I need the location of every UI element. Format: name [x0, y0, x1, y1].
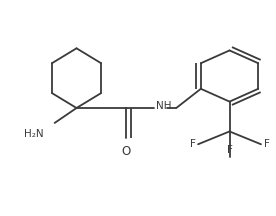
Text: F: F — [227, 145, 232, 155]
Text: NH: NH — [156, 101, 171, 111]
Text: F: F — [264, 139, 270, 149]
Text: H₂N: H₂N — [24, 129, 44, 139]
Text: O: O — [121, 145, 130, 158]
Text: F: F — [190, 139, 195, 149]
